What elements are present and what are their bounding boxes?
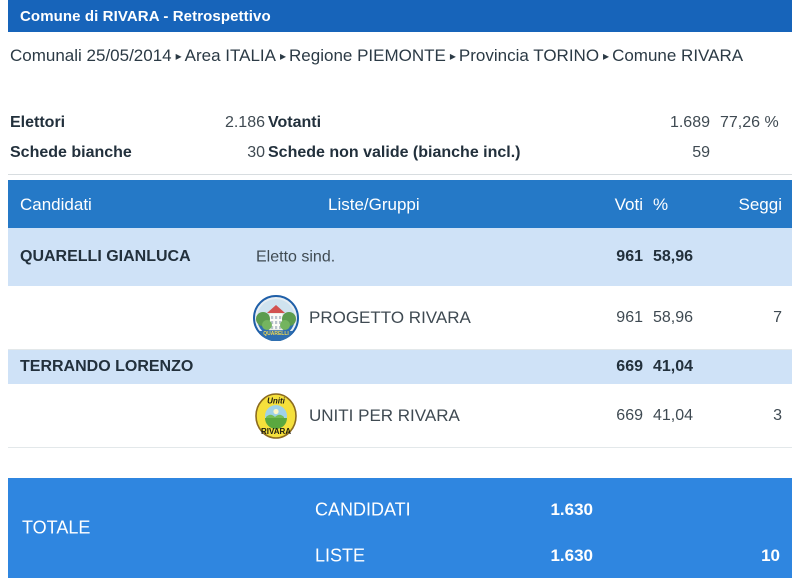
list-identity: Uniti RIVARA UNITI PER RIVARA bbox=[253, 392, 460, 439]
stat-label-votanti: Votanti bbox=[268, 114, 322, 131]
page-title: Comune di RIVARA - Retrospettivo bbox=[20, 7, 271, 25]
svg-text:RIVARA: RIVARA bbox=[261, 427, 291, 436]
totals-block: TOTALE CANDIDATI 1.630 LISTE 1.630 10 bbox=[8, 478, 792, 578]
totals-row-seggi: 10 bbox=[761, 546, 780, 565]
stat-value-affluenza-percent: 77,26 % bbox=[720, 114, 779, 131]
breadcrumb-separator-icon: ▸ bbox=[280, 49, 287, 63]
list-name: UNITI PER RIVARA bbox=[309, 405, 460, 425]
list-seggi: 7 bbox=[773, 308, 782, 326]
candidate-voti: 669 bbox=[616, 358, 643, 375]
stat-value-votanti: 1.689 bbox=[669, 114, 710, 131]
stat-value-elettori: 2.186 bbox=[224, 114, 265, 131]
candidate-percent: 41,04 bbox=[653, 358, 694, 375]
totals-row-liste: LISTE 1.630 10 bbox=[8, 534, 792, 578]
stat-value-schede-non-valide: 59 bbox=[692, 144, 710, 161]
svg-text:QUARELLI: QUARELLI bbox=[263, 331, 289, 337]
results-table: Candidati Liste/Gruppi Voti % Seggi QUAR… bbox=[8, 180, 792, 448]
breadcrumb-item-comunali[interactable]: Comunali 25/05/2014 bbox=[10, 46, 172, 65]
candidate-percent: 58,96 bbox=[653, 248, 694, 265]
candidate-status-note: Eletto sind. bbox=[256, 248, 336, 266]
stat-label-elettori: Elettori bbox=[10, 114, 66, 131]
list-name: PROGETTO RIVARA bbox=[309, 307, 471, 327]
table-row-list[interactable]: QUARELLI PROGETTO RIVARA 961 58,96 7 bbox=[8, 286, 792, 350]
breadcrumb-separator-icon: ▸ bbox=[449, 49, 456, 63]
breadcrumb-item-regione[interactable]: Regione PIEMONTE bbox=[289, 46, 446, 65]
list-seggi: 3 bbox=[773, 406, 782, 424]
column-header-seggi: Seggi bbox=[738, 194, 782, 214]
list-voti: 669 bbox=[616, 406, 643, 424]
table-row-candidate[interactable]: QUARELLI GIANLUCA Eletto sind. 961 58,96 bbox=[8, 228, 792, 286]
table-row-candidate[interactable]: TERRANDO LORENZO 669 41,04 bbox=[8, 350, 792, 384]
stat-value-schede-bianche: 30 bbox=[247, 144, 265, 161]
stat-label-schede-bianche: Schede bianche bbox=[10, 144, 132, 161]
stat-row-elettori-votanti: Elettori 2.186 Votanti 1.689 77,26 % bbox=[10, 108, 790, 138]
totals-row-label: CANDIDATI bbox=[315, 499, 411, 520]
stat-row-schede: Schede bianche 30 Schede non valide (bia… bbox=[10, 138, 790, 168]
breadcrumb-item-comune[interactable]: Comune RIVARA bbox=[612, 46, 744, 65]
progetto-rivara-emblem-icon: QUARELLI bbox=[253, 294, 299, 342]
column-header-candidati: Candidati bbox=[20, 194, 92, 214]
totals-row-label: LISTE bbox=[315, 545, 366, 566]
titlebar: Comune di RIVARA - Retrospettivo bbox=[8, 0, 792, 32]
breadcrumb-separator-icon: ▸ bbox=[603, 49, 610, 63]
breadcrumb-separator-icon: ▸ bbox=[175, 49, 182, 63]
table-row-list[interactable]: Uniti RIVARA UNITI PER RIVARA 669 41,04 … bbox=[8, 384, 792, 448]
uniti-per-rivara-emblem-icon: Uniti RIVARA bbox=[253, 392, 299, 439]
candidate-voti: 961 bbox=[616, 248, 643, 265]
candidate-name: QUARELLI GIANLUCA bbox=[20, 248, 191, 265]
column-header-liste: Liste/Gruppi bbox=[328, 194, 420, 214]
totals-row-voti: 1.630 bbox=[550, 546, 593, 565]
breadcrumb-item-area[interactable]: Area ITALIA bbox=[184, 46, 276, 65]
breadcrumb-item-provincia[interactable]: Provincia TORINO bbox=[458, 46, 600, 65]
column-header-percent: % bbox=[653, 194, 669, 214]
table-header-row: Candidati Liste/Gruppi Voti % Seggi bbox=[8, 180, 792, 228]
candidate-name: TERRANDO LORENZO bbox=[20, 358, 194, 375]
totals-row-candidati: CANDIDATI 1.630 bbox=[8, 488, 792, 532]
svg-text:Uniti: Uniti bbox=[267, 396, 286, 405]
list-percent: 58,96 bbox=[653, 308, 694, 326]
totals-label: TOTALE bbox=[22, 517, 91, 538]
list-voti: 961 bbox=[616, 308, 643, 326]
list-percent: 41,04 bbox=[653, 406, 694, 424]
list-identity: QUARELLI PROGETTO RIVARA bbox=[253, 294, 471, 342]
totals-row-voti: 1.630 bbox=[550, 500, 593, 519]
column-header-voti: Voti bbox=[614, 194, 643, 214]
section-divider bbox=[8, 174, 792, 175]
turnout-statistics: Elettori 2.186 Votanti 1.689 77,26 % Sch… bbox=[10, 108, 790, 168]
stat-label-schede-non-valide: Schede non valide (bianche incl.) bbox=[268, 144, 521, 161]
breadcrumb: Comunali 25/05/2014 ▸ Area ITALIA ▸ Regione … bbox=[10, 42, 788, 71]
